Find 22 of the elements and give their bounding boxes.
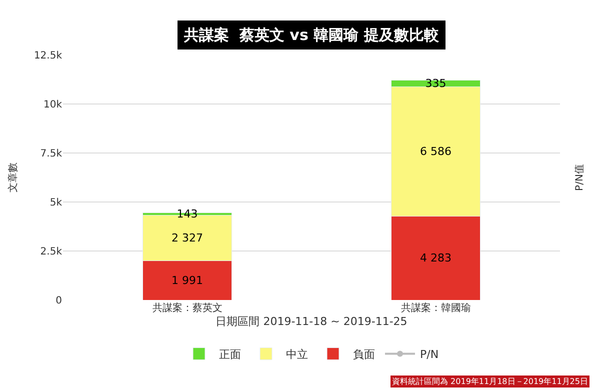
data-label: 6 586 <box>420 145 452 158</box>
legend-label: 負面 <box>353 348 375 361</box>
data-label: 4 283 <box>420 252 452 265</box>
y-tick-label: 7.5k <box>40 148 62 160</box>
legend-label: 中立 <box>286 348 308 361</box>
y-tick-label: 0 <box>56 296 62 306</box>
legend-label: 正面 <box>219 348 241 361</box>
x-tick-label: 共謀案：韓國瑜 <box>400 302 471 314</box>
data-label: 1 991 <box>172 274 203 287</box>
y-tick-label: 5k <box>50 198 62 208</box>
y2-axis-title: P/N值 <box>574 164 586 191</box>
y-axis-title: 文章數 <box>6 162 19 192</box>
y-tick-label: 2.5k <box>40 246 62 258</box>
legend-label: P/N <box>420 348 439 361</box>
x-tick-label: 共謀案：蔡英文 <box>152 302 222 314</box>
chart-title: 共謀案 蔡英文 vs 韓國瑜 提及數比較 <box>183 26 440 44</box>
y-tick-label: 12.5k <box>34 50 62 62</box>
data-label: 2 327 <box>172 232 203 245</box>
text: 資料統計區間為 2019年11月18日－2019年11月25日 <box>392 377 588 386</box>
x-axis-title: 日期區間 2019-11-18 ~ 2019-11-25 <box>216 315 408 328</box>
y-tick-label: 10k <box>43 100 62 110</box>
data-label: 143 <box>176 207 198 220</box>
